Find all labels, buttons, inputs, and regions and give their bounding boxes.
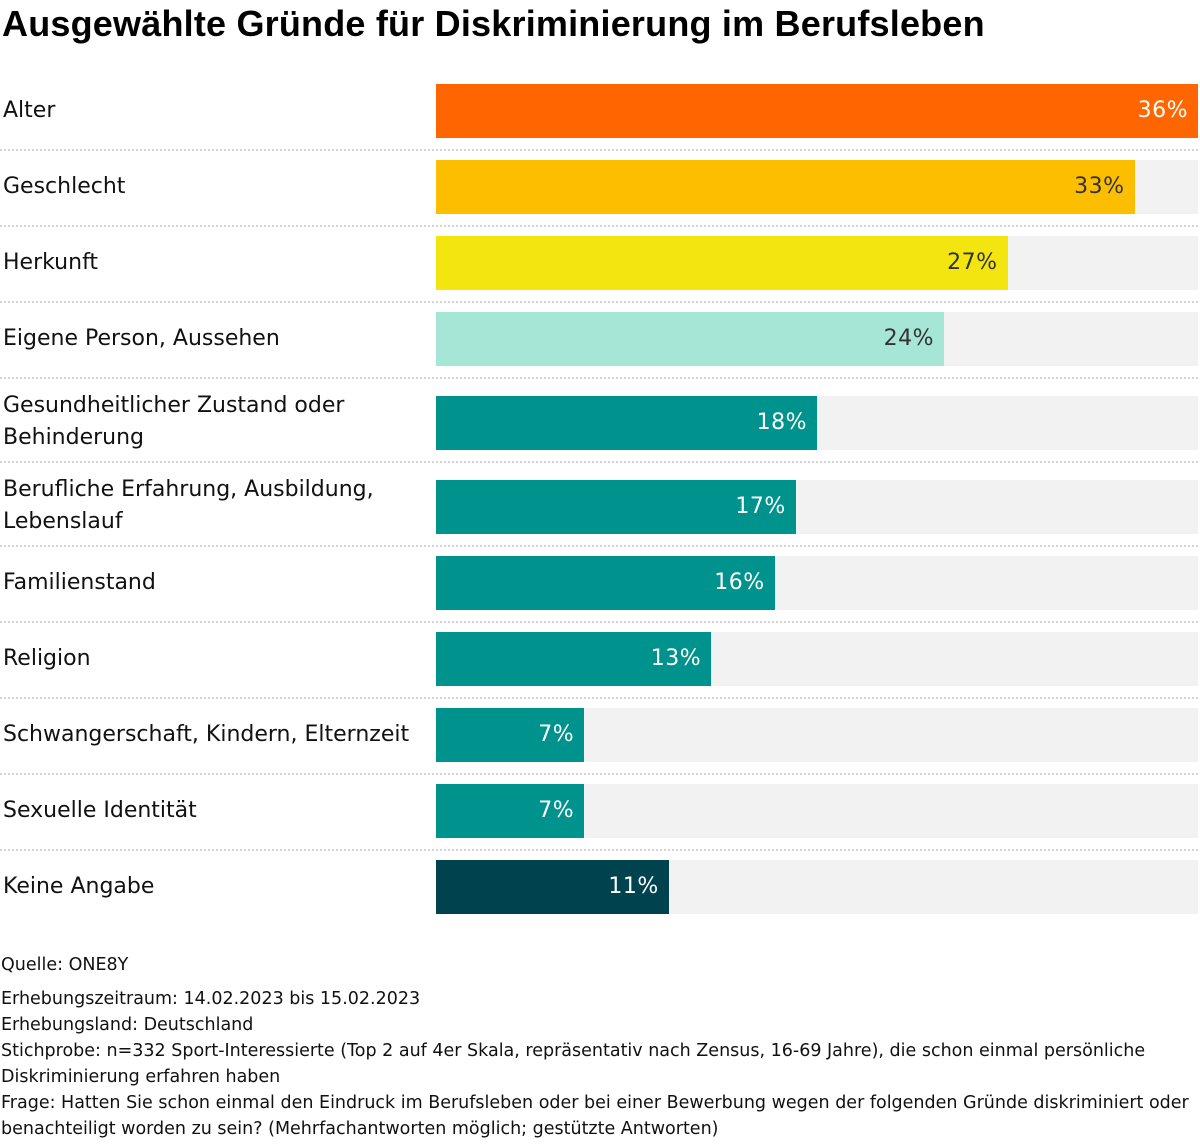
bar-row: Berufliche Erfahrung, Ausbildung, Lebens… bbox=[0, 464, 1200, 548]
bar-row: Familienstand 16% bbox=[0, 548, 1200, 624]
sample-note: Stichprobe: n=332 Sport-Interessierte (T… bbox=[1, 1041, 1146, 1087]
bar-track: 17% bbox=[436, 480, 1198, 534]
bar-track: 11% bbox=[436, 860, 1198, 914]
survey-country-note: Erhebungsland: Deutschland bbox=[1, 1015, 254, 1035]
bar-row: Geschlecht 33% bbox=[0, 152, 1200, 228]
row-separator bbox=[0, 225, 1198, 227]
row-separator bbox=[0, 149, 1198, 151]
category-label: Sexuelle Identität bbox=[3, 798, 197, 823]
survey-period-note: Erhebungszeitraum: 14.02.2023 bis 15.02.… bbox=[1, 989, 421, 1009]
bar: 24% bbox=[436, 312, 944, 366]
row-separator bbox=[0, 301, 1198, 303]
bar: 18% bbox=[436, 396, 817, 450]
data-label: 13% bbox=[650, 646, 702, 671]
category-label: Geschlecht bbox=[3, 174, 126, 199]
bar: 7% bbox=[436, 708, 585, 762]
bar-row: Keine Angabe 11% bbox=[0, 852, 1200, 928]
bar-track: 16% bbox=[436, 556, 1198, 610]
bar: 16% bbox=[436, 556, 775, 610]
bar-track: 36% bbox=[436, 84, 1198, 138]
row-separator bbox=[0, 377, 1198, 379]
bar: 11% bbox=[436, 860, 669, 914]
category-label: Religion bbox=[3, 646, 91, 671]
category-label: Alter bbox=[3, 98, 56, 123]
bar-row: Religion 13% bbox=[0, 624, 1200, 700]
bar-track: 24% bbox=[436, 312, 1198, 366]
bar-track: 13% bbox=[436, 632, 1198, 686]
bar: 7% bbox=[436, 784, 585, 838]
category-label: Berufliche Erfahrung, Ausbildung, Lebens… bbox=[3, 477, 374, 534]
category-label: Schwangerschaft, Kindern, Elternzeit bbox=[3, 722, 410, 747]
data-label: 18% bbox=[756, 410, 807, 435]
bar-track: 27% bbox=[436, 236, 1198, 290]
row-separator bbox=[0, 849, 1198, 851]
bar-row: Schwangerschaft, Kindern, Elternzeit 7% bbox=[0, 700, 1200, 776]
category-label: Eigene Person, Aussehen bbox=[3, 326, 280, 351]
data-label: 7% bbox=[538, 722, 575, 747]
question-note: Frage: Hatten Sie schon einmal den Eindr… bbox=[1, 1093, 1189, 1139]
bar: 36% bbox=[436, 84, 1198, 138]
chart-title: Ausgewählte Gründe für Diskriminierung i… bbox=[2, 3, 985, 44]
bar: 33% bbox=[436, 160, 1135, 214]
data-label: 36% bbox=[1137, 98, 1188, 123]
data-label: 33% bbox=[1074, 174, 1125, 199]
category-label: Familienstand bbox=[3, 570, 156, 595]
bar-row: Alter 36% bbox=[0, 76, 1200, 152]
row-separator bbox=[0, 621, 1198, 623]
category-label: Gesundheitlicher Zustand oder Behinderun… bbox=[3, 393, 345, 450]
data-label: 27% bbox=[947, 250, 998, 275]
data-label: 7% bbox=[538, 798, 575, 823]
data-label: 16% bbox=[714, 570, 765, 595]
chart-footer: Quelle: ONE8Y Erhebungszeitraum: 14.02.2… bbox=[1, 952, 1191, 1142]
category-label: Keine Angabe bbox=[3, 874, 155, 899]
bar: 27% bbox=[436, 236, 1008, 290]
bar: 13% bbox=[436, 632, 712, 686]
bar-track: 18% bbox=[436, 396, 1198, 450]
bar-row: Sexuelle Identität 7% bbox=[0, 776, 1200, 852]
source-note: Quelle: ONE8Y bbox=[1, 955, 129, 975]
row-separator bbox=[0, 461, 1198, 463]
row-separator bbox=[0, 545, 1198, 547]
data-label: 17% bbox=[735, 494, 786, 519]
data-label: 24% bbox=[883, 326, 934, 351]
category-label: Herkunft bbox=[3, 250, 99, 275]
bar-track: 33% bbox=[436, 160, 1198, 214]
data-label: 11% bbox=[608, 874, 659, 899]
bar-row: Gesundheitlicher Zustand oder Behinderun… bbox=[0, 380, 1200, 464]
row-separator bbox=[0, 773, 1198, 775]
bar-track: 7% bbox=[436, 708, 1198, 762]
row-separator bbox=[0, 697, 1198, 699]
bar: 17% bbox=[436, 480, 796, 534]
bar-row: Herkunft 27% bbox=[0, 228, 1200, 304]
bar-row: Eigene Person, Aussehen 24% bbox=[0, 304, 1200, 380]
bar-track: 7% bbox=[436, 784, 1198, 838]
